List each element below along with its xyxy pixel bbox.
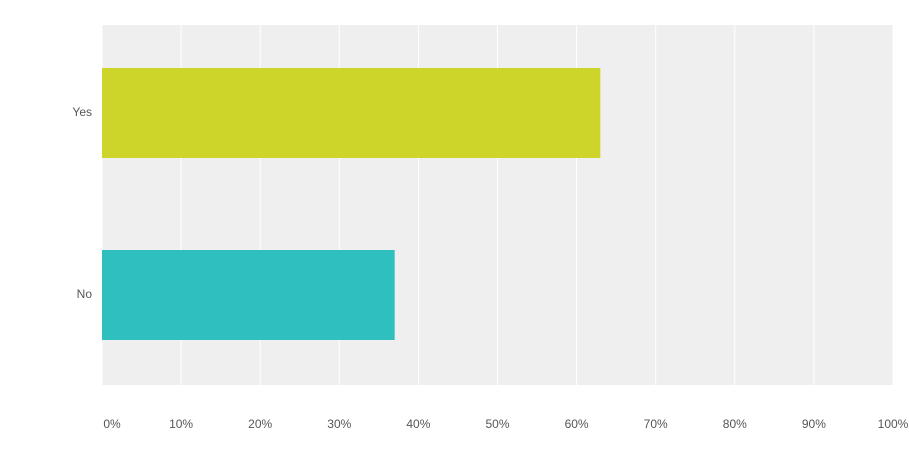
- bar: [102, 250, 395, 340]
- bar: [102, 68, 601, 158]
- y-tick-label: Yes: [72, 105, 92, 119]
- x-tick-label: 30%: [327, 417, 351, 431]
- x-tick-label: 70%: [644, 417, 668, 431]
- x-tick-label: 0%: [103, 417, 121, 431]
- x-tick-label: 10%: [169, 417, 193, 431]
- x-tick-label: 60%: [565, 417, 589, 431]
- x-tick-label: 80%: [723, 417, 747, 431]
- x-tick-label: 20%: [248, 417, 272, 431]
- y-tick-label: No: [77, 287, 93, 301]
- x-tick-label: 40%: [406, 417, 430, 431]
- x-tick-label: 90%: [802, 417, 826, 431]
- x-tick-label: 100%: [878, 417, 909, 431]
- x-tick-label: 50%: [485, 417, 509, 431]
